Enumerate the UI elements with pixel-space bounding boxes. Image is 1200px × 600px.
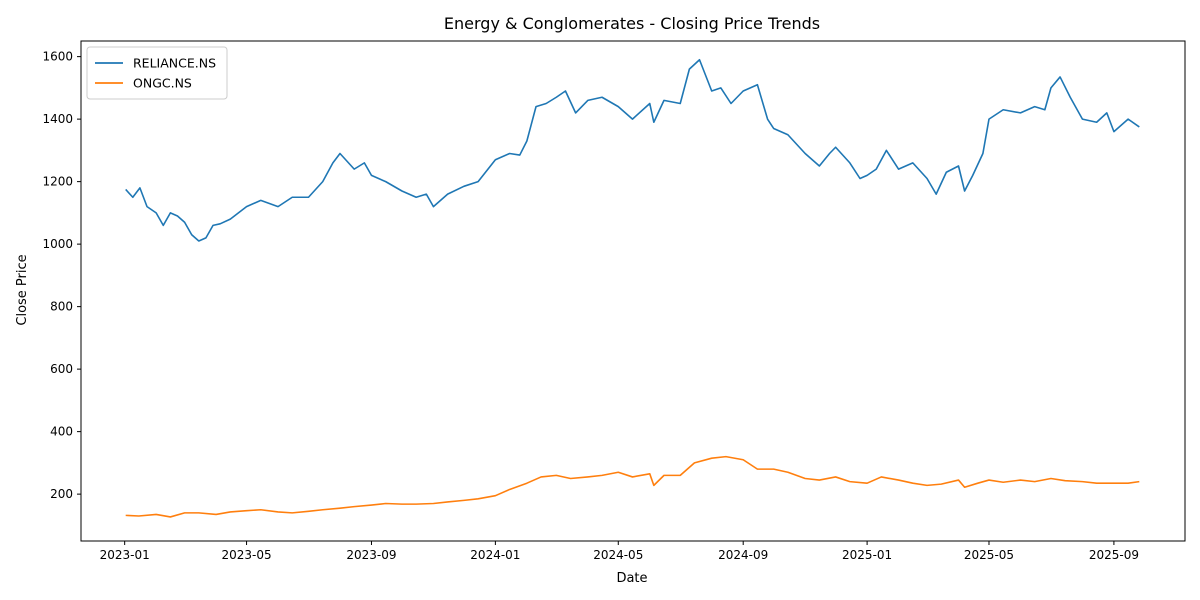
legend-label: RELIANCE.NS xyxy=(133,56,216,71)
y-axis-title: Close Price xyxy=(15,254,30,325)
y-tick-label: 600 xyxy=(50,362,73,376)
y-tick-label: 1400 xyxy=(42,112,73,126)
x-tick-label: 2023-01 xyxy=(100,548,150,562)
y-tick-label: 200 xyxy=(50,487,73,501)
x-tick-label: 2025-05 xyxy=(964,548,1014,562)
plot-area xyxy=(80,40,1186,542)
plot-frame xyxy=(80,40,1186,542)
x-tick-label: 2024-05 xyxy=(593,548,643,562)
legend-box xyxy=(86,46,228,100)
chart-title: Energy & Conglomerates - Closing Price T… xyxy=(444,14,820,33)
x-axis: 2023-01 2023-05 2023-09 2024-01 2024-05 2024-… xyxy=(100,541,1139,562)
series-line-ongc-ns xyxy=(125,455,1140,518)
x-tick-label: 2024-01 xyxy=(470,548,520,562)
y-tick-label: 800 xyxy=(50,300,73,314)
series-line-reliance-ns xyxy=(125,58,1140,242)
legend: RELIANCE.NS ONGC.NS xyxy=(86,46,228,100)
y-axis: 200 400 600 800 1000 1200 1400 1600 xyxy=(42,50,81,501)
y-tick-label: 1000 xyxy=(42,237,73,251)
legend-label: ONGC.NS xyxy=(133,76,192,91)
y-tick-label: 1200 xyxy=(42,175,73,189)
x-tick-label: 2023-05 xyxy=(221,548,271,562)
x-tick-label: 2025-09 xyxy=(1089,548,1139,562)
y-tick-label: 400 xyxy=(50,425,73,439)
x-tick-label: 2025-01 xyxy=(842,548,892,562)
x-tick-label: 2023-09 xyxy=(346,548,396,562)
x-tick-label: 2024-09 xyxy=(718,548,768,562)
y-tick-label: 1600 xyxy=(42,50,73,64)
x-axis-title: Date xyxy=(616,571,647,586)
